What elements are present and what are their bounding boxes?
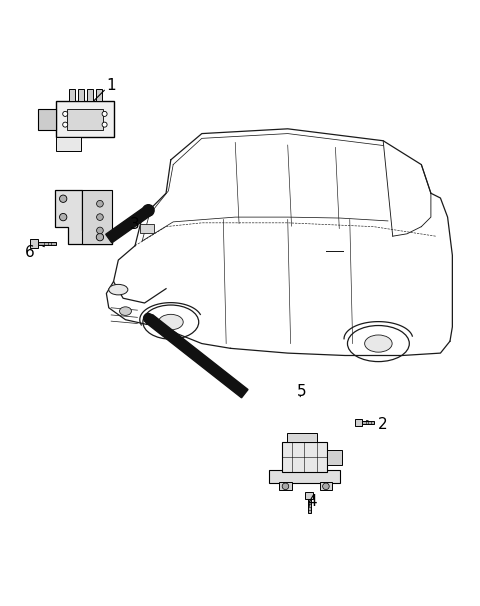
Ellipse shape [96, 227, 103, 234]
Ellipse shape [96, 233, 104, 241]
Text: 3: 3 [130, 217, 140, 231]
Bar [287, 433, 317, 442]
Bar [82, 190, 112, 244]
Bar [361, 421, 374, 424]
Bar [269, 470, 340, 482]
Text: 5: 5 [297, 384, 307, 399]
Bar [356, 419, 361, 426]
Bar [38, 108, 56, 130]
Circle shape [144, 313, 153, 323]
Bar [38, 242, 56, 245]
Bar [87, 89, 93, 101]
Circle shape [63, 112, 68, 116]
Circle shape [282, 483, 289, 490]
Text: 6: 6 [25, 245, 35, 261]
Ellipse shape [109, 284, 128, 295]
Bar [282, 442, 327, 473]
Bar [67, 108, 103, 130]
Bar [327, 450, 342, 465]
Circle shape [102, 112, 107, 116]
Ellipse shape [120, 307, 132, 315]
Bar [78, 89, 84, 101]
Polygon shape [55, 190, 112, 244]
Bar [30, 239, 38, 248]
Bar [320, 482, 332, 490]
Circle shape [102, 122, 107, 127]
Polygon shape [146, 315, 248, 398]
Bar [69, 89, 75, 101]
Ellipse shape [365, 335, 392, 352]
Ellipse shape [96, 214, 103, 221]
Text: 2: 2 [378, 417, 388, 432]
Ellipse shape [348, 325, 409, 362]
Circle shape [323, 483, 329, 490]
Bar [56, 101, 114, 137]
Polygon shape [106, 205, 152, 243]
Text: 4: 4 [307, 493, 316, 508]
Ellipse shape [60, 213, 67, 221]
Bar [308, 499, 311, 513]
Ellipse shape [96, 201, 103, 207]
Bar [279, 482, 292, 490]
Text: 1: 1 [107, 78, 116, 93]
Bar [140, 224, 154, 233]
Circle shape [63, 122, 68, 127]
Ellipse shape [60, 195, 67, 202]
Circle shape [143, 205, 154, 216]
Ellipse shape [143, 305, 199, 339]
Bar [96, 89, 102, 101]
Bar [305, 492, 313, 499]
Bar [56, 137, 81, 152]
Ellipse shape [158, 315, 183, 330]
